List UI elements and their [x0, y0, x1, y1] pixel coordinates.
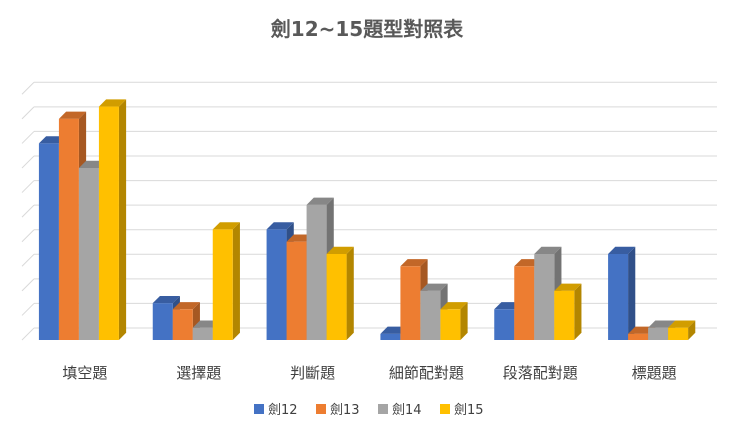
legend-item: 劍13 — [316, 402, 360, 418]
gridline-depth — [21, 155, 35, 169]
gridline-depth — [21, 327, 35, 341]
bar — [608, 246, 636, 340]
category-label: 細節配對題 — [389, 364, 464, 382]
bar — [440, 302, 468, 340]
legend-swatch — [254, 404, 264, 414]
category-label: 填空題 — [62, 364, 107, 382]
gridline-depth — [21, 278, 35, 292]
gridline-depth — [21, 204, 35, 218]
category-label: 判斷題 — [290, 364, 335, 382]
legend-label: 劍13 — [330, 402, 360, 418]
chart-title: 劍12~15題型對照表 — [271, 17, 464, 41]
legend-item: 劍15 — [440, 402, 484, 418]
gridline-depth — [21, 253, 35, 267]
legend-label: 劍12 — [268, 402, 298, 418]
gridline-depth — [21, 229, 35, 243]
gridline-depth — [21, 180, 35, 193]
legend: 劍12 劍13 劍14 劍15 — [254, 402, 484, 418]
gridline-depth — [21, 106, 35, 120]
category-label: 標題題 — [632, 364, 677, 382]
bar — [554, 283, 582, 340]
legend-item: 劍12 — [254, 402, 298, 418]
category-labels: 填空題 選擇題 判斷題 細節配對題 段落配對題 標題題 — [62, 364, 676, 382]
category-label: 選擇題 — [176, 364, 221, 382]
gridline-depth — [21, 303, 35, 316]
category-label: 段落配對題 — [503, 364, 578, 382]
gridline-depth — [21, 131, 35, 144]
legend-item: 劍14 — [378, 402, 422, 418]
bar — [98, 99, 127, 340]
bars — [38, 99, 696, 341]
legend-label: 劍14 — [392, 402, 422, 418]
gridlines — [21, 81, 717, 341]
legend-label: 劍15 — [454, 402, 484, 418]
gridline-depth — [21, 81, 35, 95]
legend-swatch — [378, 404, 388, 414]
legend-swatch — [316, 404, 326, 414]
bar — [326, 246, 354, 340]
legend-swatch — [440, 404, 450, 414]
bar — [212, 222, 240, 340]
bar — [668, 320, 696, 340]
